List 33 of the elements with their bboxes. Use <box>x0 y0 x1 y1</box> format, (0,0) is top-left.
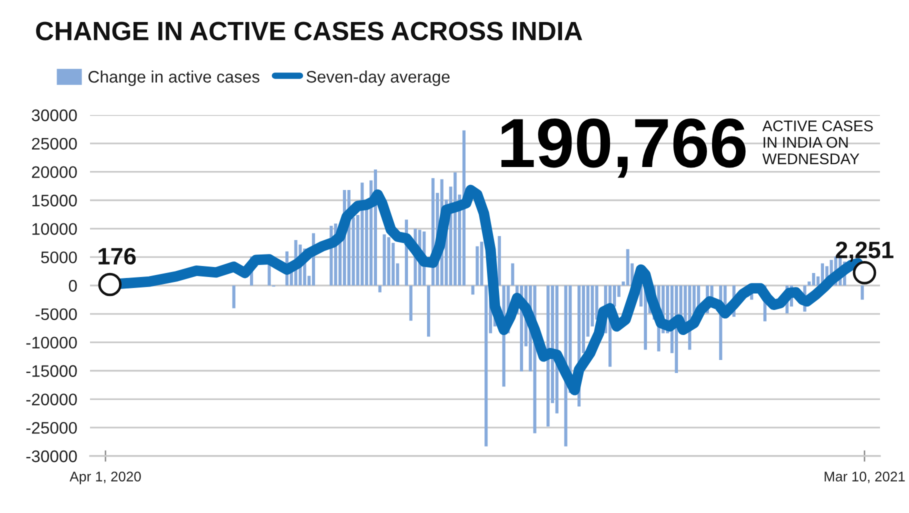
y-tick-label: 0 <box>68 280 77 292</box>
y-tick-label: -15000 <box>26 365 77 377</box>
bar <box>387 237 390 286</box>
y-tick-label: 30000 <box>32 109 77 122</box>
bar <box>427 286 430 337</box>
y-tick-label: 20000 <box>32 166 77 178</box>
annotation: ACTIVE CASES IN INDIA ON WEDNESDAY <box>762 120 873 164</box>
annotation: 176 <box>98 248 136 265</box>
y-tick-label: -30000 <box>26 450 77 462</box>
x-tick-label: Mar 10, 2021 <box>824 472 905 484</box>
y-tick-label: -5000 <box>36 308 77 320</box>
bar <box>232 286 236 308</box>
y-tick-label: 25000 <box>32 138 77 150</box>
chart-title: CHANGE IN ACTIVE CASES ACROSS INDIA <box>36 22 582 40</box>
y-tick-label: -10000 <box>26 336 77 349</box>
annotation: 2,251 <box>836 242 894 262</box>
y-tick-label: -20000 <box>26 394 77 406</box>
bar <box>626 249 630 286</box>
bar <box>409 286 412 321</box>
legend-label: Seven-day average <box>306 70 450 86</box>
legend-label: Change in active cases <box>88 70 260 86</box>
bar <box>471 286 474 295</box>
y-tick-label: 10000 <box>32 223 77 235</box>
annotation: 190,766 <box>501 118 746 178</box>
bar <box>860 286 864 300</box>
bar <box>484 286 488 446</box>
bar <box>378 286 382 292</box>
x-tick-label: Apr 1, 2020 <box>70 472 141 484</box>
y-tick-label: -25000 <box>26 422 77 434</box>
bar <box>498 236 501 286</box>
y-tick-label: 5000 <box>41 251 77 264</box>
y-tick-label: 15000 <box>32 194 77 206</box>
bar <box>511 263 514 286</box>
